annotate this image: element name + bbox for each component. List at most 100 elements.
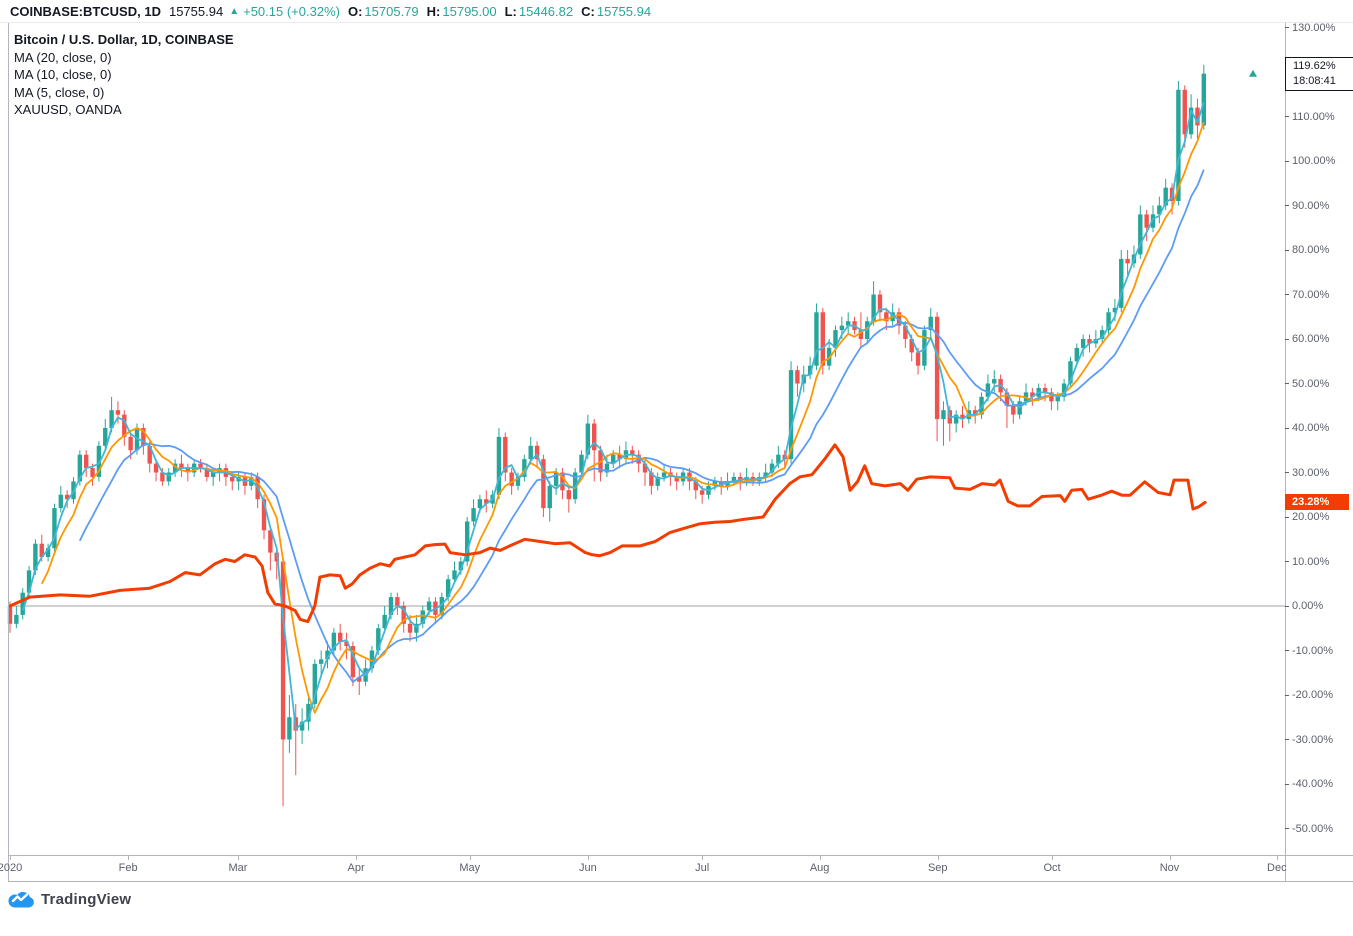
legend-ma5[interactable]: MA (5, close, 0) bbox=[14, 84, 105, 100]
candle-up bbox=[1100, 330, 1105, 339]
candle-up bbox=[318, 659, 324, 664]
candle-up bbox=[1150, 214, 1156, 228]
price-scale[interactable]: 130.00% 110.00% 100.00% 90.00% 80.00% 70.00% 6… bbox=[1285, 22, 1353, 855]
candle-up bbox=[839, 325, 845, 331]
price-scale-label: 90.00% bbox=[1285, 200, 1329, 212]
candle-down bbox=[960, 414, 965, 420]
candle-down bbox=[858, 330, 864, 339]
candle-up bbox=[1112, 307, 1118, 313]
candle-up bbox=[769, 463, 775, 473]
time-scale-top-border bbox=[8, 855, 1353, 856]
price-scale-border bbox=[1285, 22, 1286, 881]
ma-line-10 bbox=[40, 121, 1205, 714]
candle-up bbox=[477, 499, 483, 509]
time-scale-tick bbox=[1276, 856, 1278, 860]
price-change: +50.15 (+0.32%) bbox=[243, 3, 340, 19]
candle-up bbox=[941, 410, 946, 420]
candle-down bbox=[179, 463, 184, 469]
time-scale-tick bbox=[819, 856, 821, 860]
price-scale-label: 40.00% bbox=[1285, 422, 1329, 434]
candle-down bbox=[560, 472, 565, 491]
candle-up bbox=[1119, 258, 1124, 308]
tradingview-wordmark: TradingView bbox=[41, 891, 132, 908]
candle-up bbox=[58, 494, 63, 509]
candle-up bbox=[928, 316, 933, 331]
time-scale-tick bbox=[356, 856, 358, 860]
time-scale-tick bbox=[702, 856, 704, 860]
candle-down bbox=[1030, 392, 1035, 397]
price-scale-label: 20.00% bbox=[1285, 511, 1329, 523]
candle-up bbox=[312, 663, 317, 704]
candle-up bbox=[807, 365, 813, 375]
time-scale-label-jul: Jul bbox=[695, 862, 710, 874]
candle-up bbox=[325, 650, 330, 660]
bar-close-countdown: 18:08:41 bbox=[1293, 74, 1336, 87]
candle-down bbox=[674, 476, 679, 482]
ma-line-5 bbox=[21, 101, 1205, 730]
candle-down bbox=[350, 646, 356, 678]
candle-up bbox=[376, 628, 381, 651]
candle-down bbox=[693, 481, 698, 491]
candle-up bbox=[1055, 396, 1060, 402]
time-scale-tick bbox=[128, 856, 130, 860]
chart-legend: Bitcoin / U.S. Dollar, 1D, COINBASE MA (… bbox=[14, 31, 234, 119]
price-scale-label: 50.00% bbox=[1285, 378, 1329, 390]
candle-up bbox=[287, 717, 292, 740]
time-scale-label-2020: 2020 bbox=[0, 862, 23, 874]
last-price-axis-label: 119.62% 18:08:41 bbox=[1285, 56, 1353, 91]
candle-up bbox=[103, 428, 108, 446]
candle-up bbox=[1163, 187, 1168, 206]
candle-down bbox=[64, 494, 70, 500]
candle-down bbox=[185, 468, 190, 473]
candle-up bbox=[871, 294, 876, 322]
candle-up bbox=[77, 454, 83, 482]
candle-up bbox=[655, 476, 660, 486]
time-scale-label-may: May bbox=[459, 862, 481, 874]
open-value: 15705.79 bbox=[364, 3, 419, 19]
candle-up bbox=[788, 370, 794, 460]
candle-up bbox=[611, 454, 616, 464]
price-scale-label: -10.00% bbox=[1285, 645, 1333, 657]
candle-up bbox=[1080, 339, 1086, 348]
candle-up bbox=[1176, 89, 1181, 202]
legend-ma10[interactable]: MA (10, close, 0) bbox=[14, 67, 112, 82]
candle-up bbox=[776, 454, 781, 464]
candle-up bbox=[172, 463, 178, 473]
candle-up bbox=[331, 632, 337, 651]
candle-down bbox=[642, 463, 648, 473]
candle-up bbox=[763, 472, 768, 477]
candle-down bbox=[261, 499, 267, 531]
xauusd-compare-line bbox=[8, 443, 1207, 624]
price-scale-label: 10.00% bbox=[1285, 556, 1329, 568]
tradingview-logo[interactable]: TradingView bbox=[8, 891, 131, 908]
candle-up bbox=[369, 650, 375, 669]
candle-up bbox=[953, 414, 959, 424]
price-scale-label: 30.00% bbox=[1285, 467, 1329, 479]
candle-up bbox=[496, 436, 502, 495]
candle-down bbox=[280, 561, 286, 740]
candle-down bbox=[877, 294, 883, 313]
candle-up bbox=[249, 476, 254, 486]
candle-up bbox=[52, 508, 57, 549]
candle-down bbox=[884, 312, 889, 322]
candle-up bbox=[96, 445, 102, 477]
candle-up bbox=[1068, 361, 1073, 384]
candle-down bbox=[649, 472, 654, 486]
candle-up bbox=[731, 476, 737, 482]
candle-up bbox=[109, 410, 114, 428]
symbol-title[interactable]: COINBASE:BTCUSD, 1D bbox=[10, 3, 161, 19]
candle-up bbox=[1061, 383, 1067, 397]
time-scale-label-apr: Apr bbox=[347, 862, 365, 874]
time-scale[interactable]: 2020 Feb Mar Apr May Jun Jul Aug Sep Oct Nov Dec bbox=[0, 856, 1353, 881]
candle-down bbox=[699, 490, 705, 495]
candle-down bbox=[617, 454, 622, 460]
candle-down bbox=[338, 632, 343, 642]
time-scale-tick bbox=[937, 856, 939, 860]
price-scale-label: 130.00% bbox=[1285, 22, 1335, 34]
candle-down bbox=[153, 463, 159, 473]
candle-down bbox=[1087, 339, 1092, 344]
legend-ma20[interactable]: MA (20, close, 0) bbox=[14, 49, 112, 65]
legend-compare-xauusd[interactable]: XAUUSD, OANDA bbox=[14, 102, 122, 117]
legend-series-title[interactable]: Bitcoin / U.S. Dollar, 1D, COINBASE bbox=[14, 32, 234, 47]
